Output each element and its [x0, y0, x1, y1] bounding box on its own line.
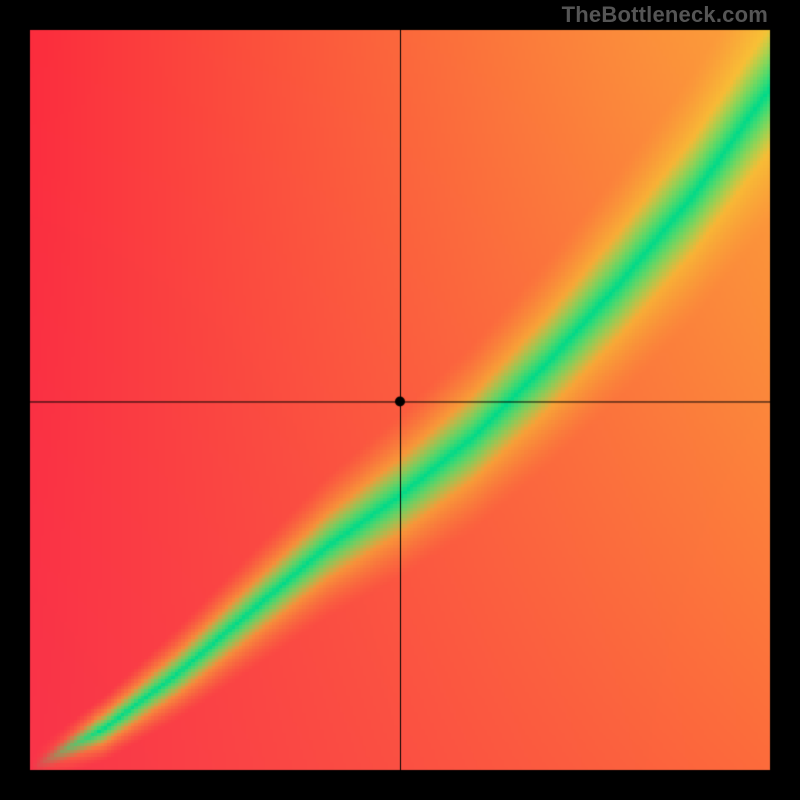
bottleneck-heatmap-canvas [0, 0, 800, 800]
watermark-text: TheBottleneck.com [562, 2, 768, 28]
chart-container: { "watermark": { "text": "TheBottleneck.… [0, 0, 800, 800]
